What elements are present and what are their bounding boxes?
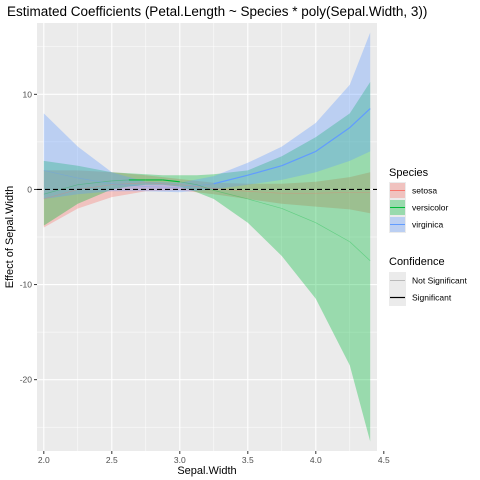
legend-label-confidence: Not Significant	[412, 276, 467, 286]
plot-area	[37, 23, 377, 451]
x-axis: 2.0 2.5 3.0 3.5 4.0 4.5	[38, 451, 390, 465]
legend-confidence-title: Confidence	[389, 256, 445, 268]
legend-label-setosa: setosa	[412, 186, 437, 196]
y-tick-label: 10	[23, 89, 33, 99]
line-segment-versicolor	[179, 181, 197, 186]
line-segment-versicolor	[43, 184, 78, 195]
x-axis-label: Sepal.Width	[177, 465, 236, 477]
line-segment-virginica	[77, 177, 112, 185]
line-segment-versicolor	[247, 198, 282, 209]
legend-label-virginica: virginica	[412, 220, 443, 230]
line-segment-versicolor	[196, 184, 214, 191]
legend-species-title: Species	[389, 167, 429, 179]
line-segment-virginica	[349, 108, 371, 129]
band-virginica	[43, 32, 371, 199]
line-segment-virginica	[111, 183, 146, 187]
line-segment-setosa	[43, 189, 78, 200]
x-tick-label: 4.0	[310, 455, 322, 465]
line-segment-setosa	[315, 191, 350, 194]
legend-key-bg	[389, 272, 406, 289]
legend: Species setosa versicolor virginica Confid…	[389, 167, 467, 306]
line-segment-virginica	[145, 186, 180, 188]
x-tick-label: 2.0	[38, 455, 50, 465]
line-segment-virginica	[43, 170, 78, 179]
line-segment-versicolor	[281, 208, 316, 224]
y-axis: 10 0 -10 -20	[20, 89, 37, 385]
line-segment-virginica	[315, 127, 351, 152]
line-segment-virginica	[281, 150, 317, 167]
x-tick-label: 3.0	[174, 455, 186, 465]
x-tick-label: 2.5	[106, 455, 118, 465]
line-segment-versicolor	[213, 190, 248, 200]
line-segment-versicolor	[315, 222, 350, 243]
legend-label-versicolor: versicolor	[412, 203, 449, 213]
line-segment-setosa	[77, 184, 112, 190]
line-segment-virginica	[179, 183, 214, 188]
x-tick-label: 4.5	[378, 455, 390, 465]
y-tick-label: -20	[20, 375, 33, 385]
line-segment-setosa	[111, 182, 146, 186]
x-tick-label: 3.5	[242, 455, 254, 465]
band-versicolor	[43, 82, 371, 442]
line-segment-versicolor	[162, 179, 180, 183]
line-segment-versicolor	[349, 241, 371, 262]
line-segment-setosa	[179, 184, 214, 189]
confidence-bands	[43, 32, 371, 442]
line-segment-versicolor	[77, 180, 112, 186]
y-tick-label: -10	[20, 280, 33, 290]
line-segment-virginica	[247, 165, 282, 176]
legend-label-confidence: Significant	[412, 293, 452, 303]
line-segment-virginica	[213, 174, 248, 185]
line-segment-setosa	[145, 182, 180, 186]
band-setosa	[43, 170, 371, 228]
line-segment-versicolor	[111, 179, 129, 182]
line-segment-setosa	[247, 190, 282, 194]
chart-title: Estimated Coefficients (Petal.Length ~ S…	[7, 4, 427, 19]
y-axis-label: Effect of Sepal.Width	[4, 186, 16, 289]
legend-confidence-entries: Not Significant Significant	[389, 272, 467, 306]
legend-species-entries: setosa versicolor virginica	[389, 182, 449, 233]
y-tick-label: 0	[27, 184, 32, 194]
